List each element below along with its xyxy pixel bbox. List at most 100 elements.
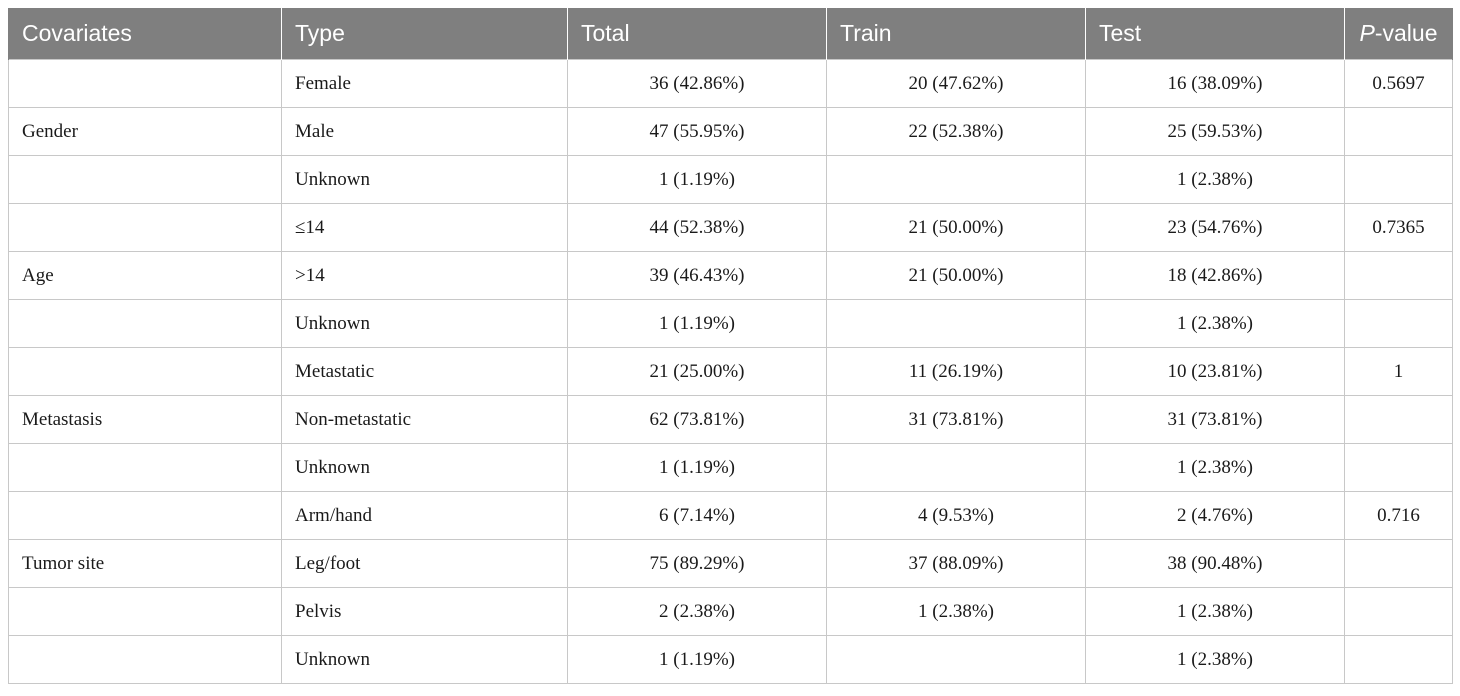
table-row: Unknown 1 (1.19%) 1 (2.38%) — [8, 443, 1453, 492]
header-p-value-label: -value — [1374, 20, 1438, 46]
train-cell: 4 (9.53%) — [826, 491, 1086, 540]
p-value-cell — [1344, 107, 1453, 156]
test-cell: 1 (2.38%) — [1085, 635, 1345, 684]
type-cell: Unknown — [281, 299, 568, 348]
p-value-cell — [1344, 587, 1453, 636]
covariate-cell: Gender — [8, 107, 282, 156]
header-covariates: Covariates — [8, 8, 282, 60]
covariate-cell — [8, 443, 282, 492]
covariate-cell — [8, 347, 282, 396]
header-p-value: P-value — [1344, 8, 1453, 60]
test-cell: 1 (2.38%) — [1085, 443, 1345, 492]
header-p-italic: P — [1359, 20, 1375, 46]
total-cell: 21 (25.00%) — [567, 347, 827, 396]
test-cell: 16 (38.09%) — [1085, 59, 1345, 108]
train-cell: 22 (52.38%) — [826, 107, 1086, 156]
covariate-cell — [8, 491, 282, 540]
header-type: Type — [281, 8, 568, 60]
type-cell: >14 — [281, 251, 568, 300]
test-cell: 25 (59.53%) — [1085, 107, 1345, 156]
train-cell: 20 (47.62%) — [826, 59, 1086, 108]
total-cell: 62 (73.81%) — [567, 395, 827, 444]
train-cell — [826, 443, 1086, 492]
table-row: Metastasis Non-metastatic 62 (73.81%) 31 (7… — [8, 395, 1453, 444]
test-cell: 23 (54.76%) — [1085, 203, 1345, 252]
type-cell: Leg/foot — [281, 539, 568, 588]
total-cell: 44 (52.38%) — [567, 203, 827, 252]
test-cell: 1 (2.38%) — [1085, 587, 1345, 636]
covariates-table: Covariates Type Total Train Test P-value… — [8, 8, 1453, 684]
header-total: Total — [567, 8, 827, 60]
table-row: Pelvis 2 (2.38%) 1 (2.38%) 1 (2.38%) — [8, 587, 1453, 636]
total-cell: 47 (55.95%) — [567, 107, 827, 156]
test-cell: 2 (4.76%) — [1085, 491, 1345, 540]
p-value-cell — [1344, 635, 1453, 684]
type-cell: Unknown — [281, 155, 568, 204]
total-cell: 1 (1.19%) — [567, 443, 827, 492]
p-value-cell: 1 — [1344, 347, 1453, 396]
train-cell: 21 (50.00%) — [826, 251, 1086, 300]
type-cell: ≤14 — [281, 203, 568, 252]
train-cell: 37 (88.09%) — [826, 539, 1086, 588]
table-row: Gender Male 47 (55.95%) 22 (52.38%) 25 (59.5… — [8, 107, 1453, 156]
table-row: Female 36 (42.86%) 20 (47.62%) 16 (38.09%) 0… — [8, 59, 1453, 108]
total-cell: 1 (1.19%) — [567, 635, 827, 684]
p-value-cell: 0.716 — [1344, 491, 1453, 540]
header-row: Covariates Type Total Train Test P-value — [8, 8, 1453, 60]
type-cell: Female — [281, 59, 568, 108]
type-cell: Pelvis — [281, 587, 568, 636]
train-cell: 1 (2.38%) — [826, 587, 1086, 636]
table-row: Unknown 1 (1.19%) 1 (2.38%) — [8, 155, 1453, 204]
table-row: Arm/hand 6 (7.14%) 4 (9.53%) 2 (4.76%) 0.716 — [8, 491, 1453, 540]
p-value-cell — [1344, 251, 1453, 300]
total-cell: 1 (1.19%) — [567, 299, 827, 348]
covariate-cell: Metastasis — [8, 395, 282, 444]
total-cell: 75 (89.29%) — [567, 539, 827, 588]
p-value-cell: 0.7365 — [1344, 203, 1453, 252]
covariate-cell — [8, 203, 282, 252]
covariate-cell: Age — [8, 251, 282, 300]
test-cell: 10 (23.81%) — [1085, 347, 1345, 396]
table-row: Unknown 1 (1.19%) 1 (2.38%) — [8, 635, 1453, 684]
test-cell: 18 (42.86%) — [1085, 251, 1345, 300]
header-test: Test — [1085, 8, 1345, 60]
table-row: Age >14 39 (46.43%) 21 (50.00%) 18 (42.86%) — [8, 251, 1453, 300]
train-cell — [826, 155, 1086, 204]
covariates-table-container: Covariates Type Total Train Test P-value… — [8, 8, 1453, 684]
train-cell: 21 (50.00%) — [826, 203, 1086, 252]
type-cell: Male — [281, 107, 568, 156]
train-cell — [826, 635, 1086, 684]
p-value-cell — [1344, 539, 1453, 588]
test-cell: 1 (2.38%) — [1085, 299, 1345, 348]
table-row: Unknown 1 (1.19%) 1 (2.38%) — [8, 299, 1453, 348]
type-cell: Metastatic — [281, 347, 568, 396]
covariate-cell — [8, 59, 282, 108]
total-cell: 1 (1.19%) — [567, 155, 827, 204]
test-cell: 31 (73.81%) — [1085, 395, 1345, 444]
p-value-cell — [1344, 395, 1453, 444]
covariate-cell — [8, 155, 282, 204]
table-row: Metastatic 21 (25.00%) 11 (26.19%) 10 (23.8… — [8, 347, 1453, 396]
test-cell: 38 (90.48%) — [1085, 539, 1345, 588]
header-train: Train — [826, 8, 1086, 60]
total-cell: 36 (42.86%) — [567, 59, 827, 108]
train-cell: 11 (26.19%) — [826, 347, 1086, 396]
type-cell: Arm/hand — [281, 491, 568, 540]
covariate-cell: Tumor site — [8, 539, 282, 588]
p-value-cell — [1344, 299, 1453, 348]
covariate-cell — [8, 299, 282, 348]
table-row: ≤14 44 (52.38%) 21 (50.00%) 23 (54.76%) 0.73… — [8, 203, 1453, 252]
test-cell: 1 (2.38%) — [1085, 155, 1345, 204]
train-cell: 31 (73.81%) — [826, 395, 1086, 444]
p-value-cell — [1344, 155, 1453, 204]
total-cell: 6 (7.14%) — [567, 491, 827, 540]
covariate-cell — [8, 587, 282, 636]
total-cell: 39 (46.43%) — [567, 251, 827, 300]
type-cell: Non-metastatic — [281, 395, 568, 444]
type-cell: Unknown — [281, 443, 568, 492]
table-row: Tumor site Leg/foot 75 (89.29%) 37 (88.09%)… — [8, 539, 1453, 588]
type-cell: Unknown — [281, 635, 568, 684]
total-cell: 2 (2.38%) — [567, 587, 827, 636]
train-cell — [826, 299, 1086, 348]
covariate-cell — [8, 635, 282, 684]
